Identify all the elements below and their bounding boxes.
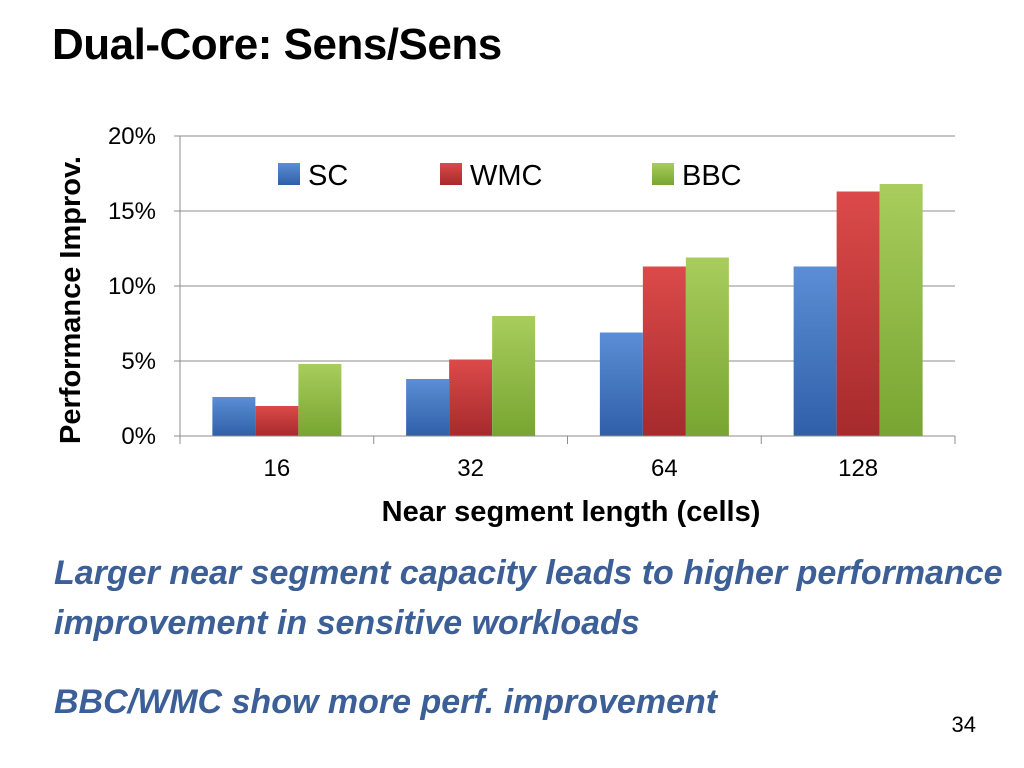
bar-wmc-32 — [449, 359, 493, 436]
bar-chart: 0% 5% 10% 15% 20% 16 32 64 128 SC WMC BBC Near seg… — [55, 123, 956, 528]
bullet-text-bbc-wmc: BBC/WMC show more perf. improvement — [54, 683, 718, 721]
y-tick-label: 15% — [108, 198, 156, 225]
legend-swatch-wmc — [440, 163, 462, 185]
bar-sc-16 — [212, 397, 256, 436]
bar-wmc-16 — [255, 406, 299, 436]
bar-sc-64 — [599, 332, 643, 436]
x-axis-label: Near segment length (cells) — [382, 496, 761, 528]
legend-label-bbc: BBC — [682, 160, 742, 192]
axes: 0% 5% 10% 15% 20% 16 32 64 128 — [108, 123, 956, 482]
slide-number: 34 — [951, 712, 976, 737]
y-tick-label: 10% — [108, 273, 156, 300]
bullet-text-capacity: Larger near segment capacity leads to hi… — [54, 554, 1003, 642]
legend-swatch-sc — [278, 163, 300, 185]
legend-label-wmc: WMC — [470, 160, 542, 192]
bar-wmc-128 — [836, 191, 880, 436]
x-tick-label: 128 — [838, 455, 878, 482]
bar-sc-32 — [406, 379, 450, 436]
bar-bbc-32 — [492, 316, 536, 436]
x-tick-label: 16 — [264, 455, 291, 482]
x-tick-label: 64 — [651, 455, 678, 482]
legend: SC WMC BBC — [278, 160, 742, 192]
y-axis-label: Performance Improv. — [55, 156, 87, 444]
x-tick-label: 32 — [457, 455, 484, 482]
bar-wmc-64 — [642, 266, 686, 436]
bar-sc-128 — [793, 266, 837, 436]
y-tick-label: 0% — [121, 423, 156, 450]
bar-bbc-16 — [298, 364, 342, 436]
bars — [212, 184, 923, 436]
y-tick-label: 5% — [121, 348, 156, 375]
slide-title: Dual-Core: Sens/Sens — [52, 20, 502, 69]
bar-bbc-64 — [685, 257, 729, 436]
legend-swatch-bbc — [652, 163, 674, 185]
bar-bbc-128 — [879, 184, 923, 436]
legend-label-sc: SC — [308, 160, 348, 192]
y-tick-label: 20% — [108, 123, 156, 150]
